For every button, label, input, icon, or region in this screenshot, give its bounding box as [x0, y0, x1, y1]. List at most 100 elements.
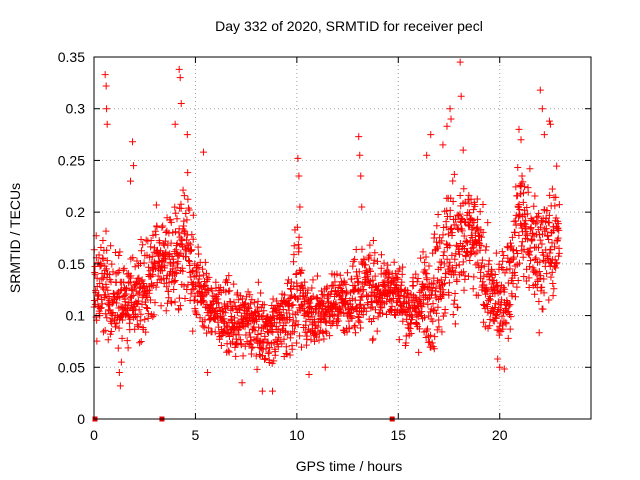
- data-point: [430, 280, 438, 288]
- data-point: [265, 348, 273, 356]
- data-point: [294, 321, 302, 329]
- data-point: [199, 265, 207, 273]
- data-point: [528, 217, 536, 225]
- data-point: [397, 281, 405, 289]
- data-point: [469, 243, 477, 251]
- data-point: [195, 263, 203, 271]
- data-point: [445, 291, 453, 299]
- data-point: [383, 310, 391, 318]
- data-point: [384, 261, 392, 269]
- data-point: [449, 177, 457, 185]
- data-point: [232, 305, 240, 313]
- data-point: [167, 239, 175, 247]
- data-point: [288, 291, 296, 299]
- data-point: [180, 192, 188, 200]
- data-point: [447, 115, 455, 123]
- data-point: [142, 304, 150, 312]
- data-point: [411, 293, 419, 301]
- data-point: [321, 363, 329, 371]
- x-tick-label: 15: [390, 427, 406, 443]
- data-point: [255, 307, 263, 315]
- data-point: [534, 212, 542, 220]
- data-point: [161, 262, 169, 270]
- data-point: [498, 312, 506, 320]
- data-point: [213, 299, 221, 307]
- data-point: [288, 345, 296, 353]
- data-point: [354, 313, 362, 321]
- data-point: [196, 314, 204, 322]
- data-point: [553, 259, 561, 267]
- data-point: [544, 232, 552, 240]
- data-point: [168, 299, 176, 307]
- y-axis-label: SRMTID / TECUs: [7, 183, 23, 293]
- data-point: [151, 299, 159, 307]
- data-point: [374, 313, 382, 321]
- data-point: [491, 290, 499, 298]
- data-point: [129, 291, 137, 299]
- data-point: [339, 288, 347, 296]
- data-point: [150, 311, 158, 319]
- data-point: [289, 258, 297, 266]
- data-point: [465, 200, 473, 208]
- data-point: [459, 258, 467, 266]
- data-point: [402, 332, 410, 340]
- data-point: [112, 299, 120, 307]
- data-point: [129, 254, 137, 262]
- data-point: [445, 279, 453, 287]
- data-point: [193, 311, 201, 319]
- data-point: [450, 300, 458, 308]
- data-point: [201, 258, 209, 266]
- data-point: [140, 259, 148, 267]
- data-point: [464, 196, 472, 204]
- data-point: [501, 285, 509, 293]
- data-point: [412, 319, 420, 327]
- data-point: [536, 236, 544, 244]
- data-point: [103, 246, 111, 254]
- data-point: [437, 264, 445, 272]
- data-point: [180, 217, 188, 225]
- data-point: [473, 248, 481, 256]
- x-axis-ticks: 0 5 10 15 20: [90, 57, 508, 443]
- data-point: [357, 324, 365, 332]
- data-point: [461, 272, 469, 280]
- data-point: [288, 302, 296, 310]
- data-point: [296, 306, 304, 314]
- data-point: [147, 237, 155, 245]
- data-point: [473, 195, 481, 203]
- y-tick-label: 0.25: [58, 152, 85, 168]
- data-point: [165, 294, 173, 302]
- data-point: [351, 282, 359, 290]
- data-point: [164, 251, 172, 259]
- data-point: [514, 276, 522, 284]
- data-point: [441, 306, 449, 314]
- data-point: [188, 231, 196, 239]
- data-point: [267, 322, 275, 330]
- data-point: [369, 335, 377, 343]
- data-point: [96, 305, 104, 313]
- data-point: [507, 313, 515, 321]
- data-point: [239, 322, 247, 330]
- data-point: [366, 251, 374, 259]
- data-point: [171, 298, 179, 306]
- data-point: [430, 230, 438, 238]
- data-point: [442, 223, 450, 231]
- data-point: [114, 344, 122, 352]
- data-point: [336, 271, 344, 279]
- data-point: [103, 105, 111, 113]
- data-point: [212, 278, 220, 286]
- data-point: [424, 325, 432, 333]
- data-point: [148, 264, 156, 272]
- data-point: [290, 242, 298, 250]
- data-point: [390, 258, 398, 266]
- data-point: [263, 339, 271, 347]
- data-point: [278, 340, 286, 348]
- data-point: [242, 299, 250, 307]
- data-point: [395, 336, 403, 344]
- data-point: [511, 229, 519, 237]
- data-point: [385, 270, 393, 278]
- data-point: [254, 297, 262, 305]
- data-point: [147, 243, 155, 251]
- data-point: [262, 345, 270, 353]
- data-point: [543, 270, 551, 278]
- data-point: [478, 256, 486, 264]
